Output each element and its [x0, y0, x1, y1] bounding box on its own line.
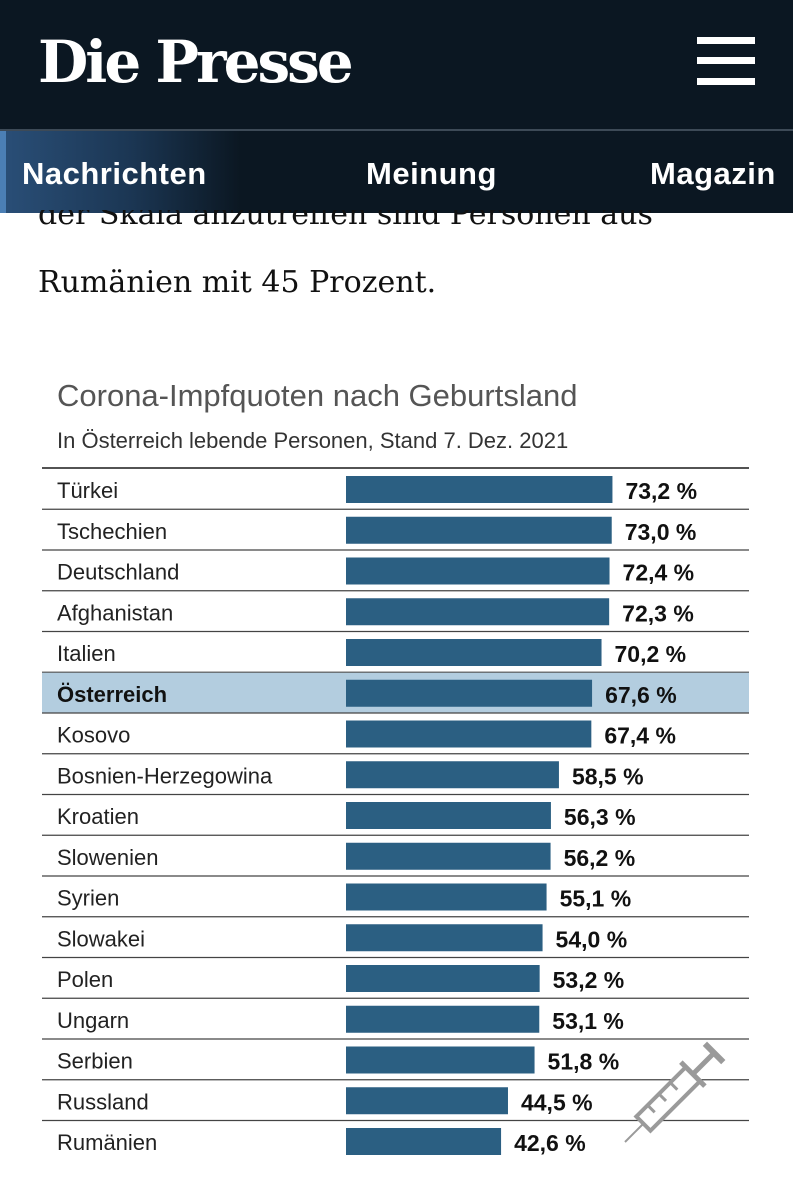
- bar: [346, 639, 602, 666]
- value-label: 73,0 %: [625, 519, 697, 545]
- category-label: Rumänien: [57, 1130, 157, 1155]
- value-label: 73,2 %: [625, 478, 697, 504]
- syringe-icon: [624, 1041, 726, 1143]
- category-label: Deutschland: [57, 560, 179, 585]
- value-label: 72,3 %: [622, 600, 694, 626]
- article-text: der Skala anzutreffen sind Personen aus …: [38, 210, 758, 308]
- site-logo[interactable]: Die Presse: [38, 28, 354, 96]
- bar: [346, 598, 610, 626]
- value-label: 55,1 %: [560, 886, 632, 912]
- bar: [346, 761, 559, 789]
- bar: [346, 1046, 535, 1074]
- bar: [346, 1005, 540, 1033]
- site-header: Die Presse: [0, 0, 793, 131]
- vaccination-bar-chart: Türkei 73,2 % Tschechien 73,0 % Deutschland 7…: [42, 467, 749, 1156]
- value-label: 58,5 %: [572, 763, 644, 789]
- category-label: Slowenien: [57, 845, 159, 870]
- bar: [346, 924, 543, 952]
- article-line-1: der Skala anzutreffen sind Personen aus: [38, 210, 653, 232]
- category-label: Kosovo: [57, 723, 130, 748]
- bar: [346, 802, 551, 829]
- value-label: 72,4 %: [623, 560, 695, 586]
- bar: [346, 1128, 502, 1155]
- value-label: 54,0 %: [556, 926, 628, 952]
- article-line-2: Rumänien mit 45 Prozent.: [38, 265, 437, 300]
- value-label: 53,1 %: [552, 1008, 624, 1034]
- nav-item-nachrichten[interactable]: Nachrichten: [0, 131, 207, 213]
- category-label: Italien: [57, 641, 116, 666]
- bar: [346, 557, 610, 585]
- nav-active-highlight: [0, 131, 240, 213]
- value-label: 56,3 %: [564, 804, 636, 830]
- category-label: Türkei: [57, 478, 118, 503]
- main-nav: Nachrichten Meinung Magazin: [0, 131, 793, 213]
- bar: [346, 720, 592, 748]
- bar: [346, 883, 547, 911]
- value-label: 56,2 %: [564, 845, 636, 871]
- value-label: 67,6 %: [605, 682, 677, 708]
- hamburger-menu-icon[interactable]: [697, 37, 755, 85]
- category-label: Bosnien-Herzegowina: [57, 763, 273, 788]
- value-label: 42,6 %: [514, 1130, 586, 1156]
- bar: [346, 679, 593, 707]
- value-label: 67,4 %: [604, 723, 676, 749]
- nav-item-magazin[interactable]: Magazin: [650, 156, 776, 191]
- category-label: Afghanistan: [57, 600, 173, 625]
- category-label: Russland: [57, 1089, 149, 1114]
- chart-title: Corona-Impfquoten nach Geburtsland: [57, 378, 578, 413]
- category-label: Syrien: [57, 886, 119, 911]
- category-label: Serbien: [57, 1049, 133, 1074]
- category-label: Ungarn: [57, 1008, 129, 1033]
- category-label: Slowakei: [57, 926, 145, 951]
- bar: [346, 842, 551, 870]
- value-label: 53,2 %: [553, 967, 625, 993]
- value-label: 51,8 %: [548, 1049, 620, 1075]
- bar: [346, 516, 612, 544]
- chart-subtitle: In Österreich lebende Personen, Stand 7.…: [57, 428, 569, 453]
- category-label: Tschechien: [57, 519, 167, 544]
- category-label: Polen: [57, 967, 113, 992]
- value-label: 70,2 %: [615, 641, 687, 667]
- bar: [346, 965, 540, 992]
- value-label: 44,5 %: [521, 1089, 593, 1115]
- bar: [346, 1087, 508, 1115]
- category-label: Österreich: [57, 682, 167, 707]
- nav-item-meinung[interactable]: Meinung: [366, 156, 497, 191]
- bar: [346, 476, 613, 503]
- category-label: Kroatien: [57, 804, 139, 829]
